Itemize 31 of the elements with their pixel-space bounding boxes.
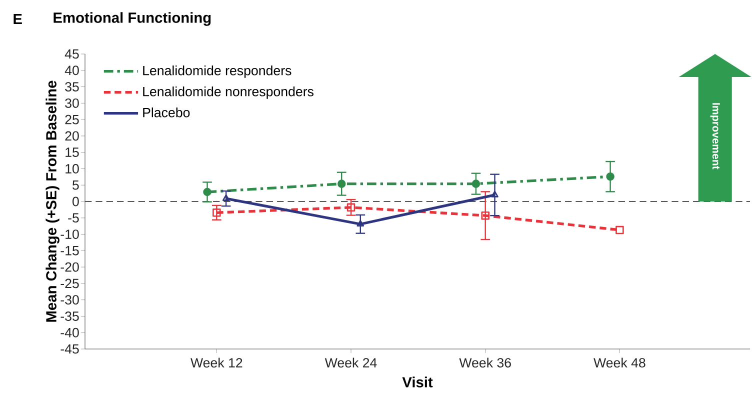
y-tick-label: -5 — [68, 213, 79, 223]
y-tick-label: -15 — [60, 246, 79, 256]
y-tick-label: 45 — [64, 49, 79, 59]
x-tick-label: Week 48 — [594, 358, 646, 368]
y-tick-label: -20 — [60, 262, 79, 272]
y-tick-label: -45 — [60, 344, 79, 354]
y-tick-label: 15 — [66, 148, 79, 157]
y-tick-label: -10 — [60, 230, 79, 239]
annotation: Improvement — [710, 103, 720, 170]
legend-label: Lenalidomide nonresponders — [143, 86, 314, 99]
chart-title: Emotional Functioning — [54, 12, 211, 26]
y-tick-label: 40 — [64, 66, 79, 76]
y-tick-label: 25 — [65, 114, 79, 124]
x-axis-title: Visit — [402, 376, 433, 388]
x-tick-label: Week 24 — [324, 358, 377, 368]
y-tick-label: -30 — [60, 295, 79, 305]
y-tick-label: 35 — [65, 82, 79, 92]
x-tick-label: Week 12 — [190, 358, 242, 368]
legend-label: Lenalidomide responders — [143, 66, 292, 78]
y-tick-label: -35 — [60, 312, 79, 321]
y-tick-label: -40 — [60, 328, 79, 338]
y-tick-label: 5 — [72, 180, 79, 190]
x-tick-label: Week 36 — [459, 358, 511, 368]
legend-label: Placebo — [143, 108, 190, 118]
y-axis-title: Mean Change (+SE) From Baseline — [46, 80, 60, 322]
y-tick-label: 20 — [65, 131, 79, 141]
y-tick-label: 10 — [66, 164, 79, 174]
text: E — [14, 14, 22, 24]
y-tick-label: -25 — [60, 278, 79, 288]
y-tick-label: 30 — [65, 98, 79, 108]
y-tick-label: 0 — [72, 196, 79, 206]
